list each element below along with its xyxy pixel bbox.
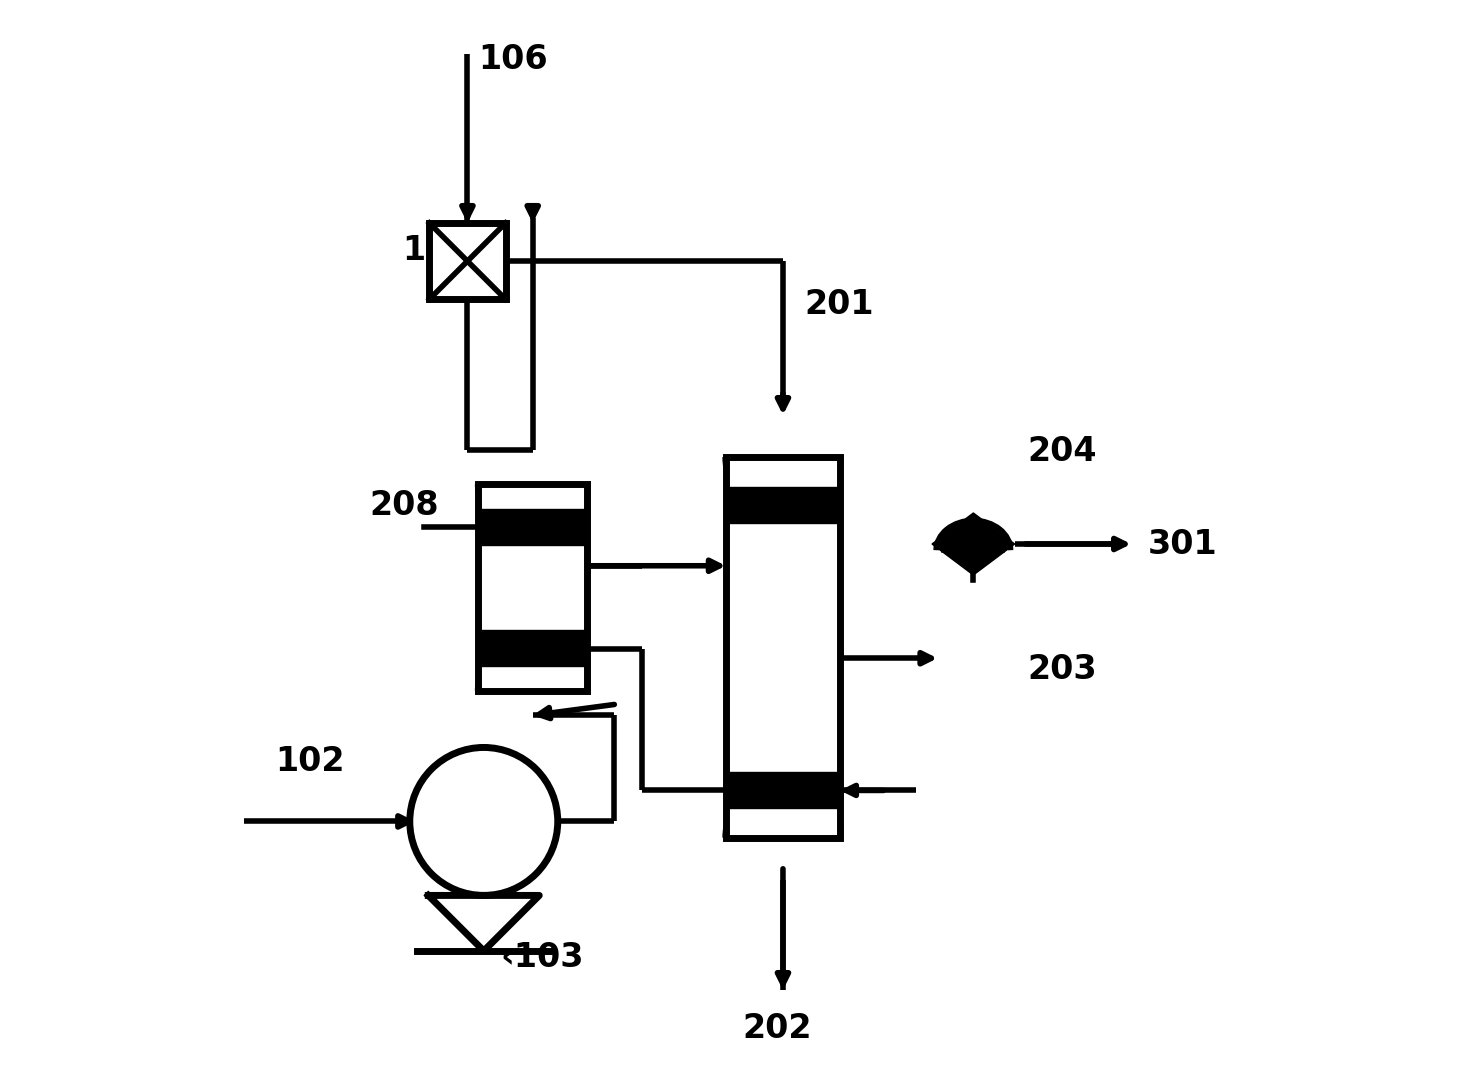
Bar bbox=[725, 487, 840, 523]
Text: 301: 301 bbox=[1148, 528, 1217, 560]
Text: 106: 106 bbox=[479, 44, 548, 76]
Text: 203: 203 bbox=[1028, 653, 1098, 685]
Text: 201: 201 bbox=[804, 288, 875, 321]
Text: 102: 102 bbox=[275, 745, 345, 778]
Text: ‹103: ‹103 bbox=[501, 941, 584, 974]
Bar bbox=[429, 223, 505, 299]
Polygon shape bbox=[973, 514, 1014, 574]
Bar bbox=[479, 509, 587, 545]
Bar bbox=[725, 457, 840, 838]
Bar bbox=[479, 631, 587, 666]
Text: 107: 107 bbox=[402, 234, 471, 267]
Text: 208: 208 bbox=[370, 490, 439, 522]
Text: 204: 204 bbox=[1028, 435, 1097, 468]
Text: 202: 202 bbox=[743, 1012, 812, 1044]
Bar bbox=[479, 484, 587, 691]
Bar bbox=[725, 772, 840, 807]
Polygon shape bbox=[932, 514, 973, 574]
